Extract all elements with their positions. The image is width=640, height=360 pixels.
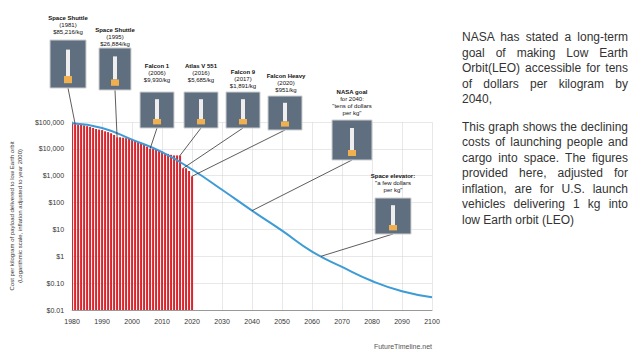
svg-text:(1981): (1981) (59, 22, 76, 28)
svg-text:$951/kg: $951/kg (275, 87, 296, 93)
svg-text:2010: 2010 (154, 318, 170, 325)
svg-text:Falcon 9: Falcon 9 (231, 69, 256, 75)
svg-text:Atlas V 551: Atlas V 551 (185, 63, 218, 69)
svg-text:(Logarithmic scale, inflation: (Logarithmic scale, inflation adjusted t… (17, 149, 23, 283)
html-text:NASA has stated a long-term go: NASA has stated a long-term goal of maki… (462, 30, 628, 106)
svg-text:(2017): (2017) (234, 76, 251, 82)
svg-text:$0.01: $0.01 (47, 307, 65, 314)
svg-text:2050: 2050 (274, 318, 290, 325)
svg-text:2060: 2060 (304, 318, 320, 325)
svg-text:FutureTimeline.net: FutureTimeline.net (374, 343, 432, 350)
svg-text:$85,216/kg: $85,216/kg (53, 29, 83, 35)
svg-text:Falcon Heavy: Falcon Heavy (267, 73, 306, 79)
svg-text:(2020): (2020) (277, 80, 294, 86)
svg-text:per kg": per kg" (343, 110, 362, 116)
svg-text:2090: 2090 (394, 318, 410, 325)
svg-text:$1,000: $1,000 (43, 172, 65, 179)
svg-text:(1995): (1995) (106, 34, 123, 40)
svg-text:"a few dollars: "a few dollars (375, 180, 411, 186)
svg-text:2080: 2080 (364, 318, 380, 325)
svg-text:2030: 2030 (214, 318, 230, 325)
svg-text:2040: 2040 (244, 318, 260, 325)
svg-text:$10,000: $10,000 (39, 145, 64, 152)
svg-text:1990: 1990 (94, 318, 110, 325)
svg-text:$26,884/kg: $26,884/kg (100, 41, 130, 47)
svg-text:$0.10: $0.10 (47, 280, 65, 287)
svg-text:for 2040:: for 2040: (340, 96, 364, 102)
svg-text:$1,891/kg: $1,891/kg (230, 83, 256, 89)
svg-text:NASA goal: NASA goal (337, 89, 368, 95)
svg-text:2100: 2100 (424, 318, 440, 325)
svg-text:$100: $100 (49, 199, 65, 206)
svg-text:2070: 2070 (334, 318, 350, 325)
svg-text:Cost per kilogram of payload d: Cost per kilogram of payload delivered t… (9, 141, 15, 290)
svg-text:2020: 2020 (184, 318, 200, 325)
svg-text:Falcon 1: Falcon 1 (145, 63, 170, 69)
svg-text:Space Shuttle: Space Shuttle (48, 15, 88, 21)
svg-text:$10: $10 (52, 226, 64, 233)
svg-text:1980: 1980 (64, 318, 80, 325)
svg-text:(2016): (2016) (192, 70, 209, 76)
svg-text:$100,000: $100,000 (35, 119, 64, 126)
svg-text:$1: $1 (56, 253, 64, 260)
html-text:This graph shows the declining: This graph shows the declining costs of … (462, 119, 628, 227)
svg-text:"tens of dollars: "tens of dollars (332, 103, 371, 109)
svg-text:(2006): (2006) (148, 70, 165, 76)
svg-text:Space Shuttle: Space Shuttle (95, 27, 135, 33)
svg-text:per kg": per kg" (384, 187, 403, 193)
svg-text:2000: 2000 (124, 318, 140, 325)
svg-text:$5,685/kg: $5,685/kg (188, 77, 214, 83)
svg-text:$9,930/kg: $9,930/kg (144, 77, 170, 83)
svg-text:Space elevator:: Space elevator: (371, 173, 415, 179)
